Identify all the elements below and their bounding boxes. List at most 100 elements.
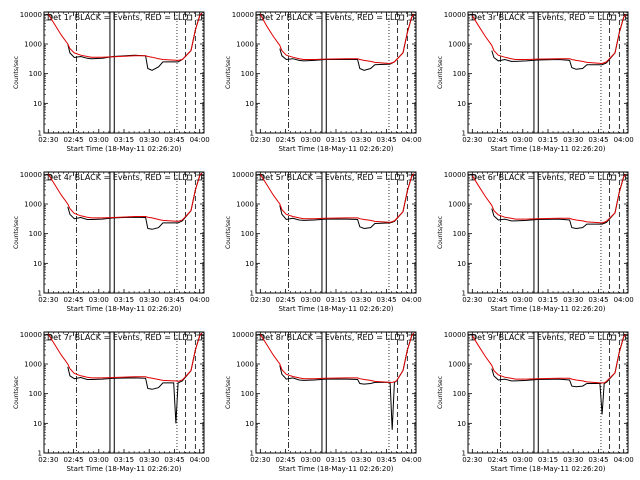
- x-tick-label: 02:45: [487, 456, 507, 464]
- panel-title: Det 8r BLACK = Events, RED = LLD: [259, 333, 401, 342]
- series-lld: [259, 173, 415, 223]
- y-tick-label: 100: [29, 230, 42, 238]
- panel-det-4: Det 4r BLACK = Events, RED = LLD 1 10 100 10…: [13, 171, 210, 313]
- x-tick-label: 02:45: [487, 136, 507, 144]
- y-tick-label: 1: [250, 450, 254, 458]
- x-tick-label: 03:00: [89, 456, 109, 464]
- plot-frame: [467, 171, 629, 294]
- y-axis-label: Counts/sec: [225, 376, 232, 409]
- x-tick-label: 03:00: [89, 296, 109, 304]
- x-tick-label: 03:15: [326, 456, 346, 464]
- x-tick-label: 03:15: [114, 456, 134, 464]
- series-events: [67, 332, 203, 424]
- y-axis-label: Counts/sec: [225, 216, 232, 249]
- y-tick-label: 1000: [24, 41, 42, 49]
- x-axis-label: Start Time (18-May-11 02:26:20): [278, 145, 393, 153]
- series-events: [491, 173, 627, 230]
- y-tick-label: 10000: [20, 171, 42, 179]
- x-tick-label: 02:45: [275, 296, 295, 304]
- y-tick-label: 10: [457, 260, 466, 268]
- y-tick-label: 10: [245, 260, 254, 268]
- y-tick-label: 1000: [24, 201, 42, 209]
- x-tick-label: 02:45: [63, 296, 83, 304]
- x-tick-label: 03:45: [376, 296, 396, 304]
- flag-marker: [398, 174, 405, 181]
- plot-frame: [43, 331, 205, 454]
- y-tick-label: 100: [453, 70, 466, 78]
- y-tick-label: 10: [245, 420, 254, 428]
- x-tick-label: 04:00: [614, 456, 634, 464]
- panel-det-5: Det 5r BLACK = Events, RED = LLD 1 10 100 10…: [225, 171, 422, 313]
- x-tick-label: 02:30: [38, 456, 58, 464]
- y-tick-label: 1000: [236, 361, 254, 369]
- x-tick-label: 02:30: [38, 136, 58, 144]
- y-tick-label: 10000: [232, 11, 254, 19]
- flag-marker: [470, 334, 476, 341]
- x-tick-label: 03:45: [164, 456, 184, 464]
- x-tick-label: 02:30: [250, 136, 270, 144]
- x-tick-label: 03:30: [139, 296, 159, 304]
- panel-det-1: Det 1r BLACK = Events, RED = LLD 1 10 100 10…: [13, 11, 210, 153]
- y-axis-label: Counts/sec: [13, 376, 20, 409]
- y-tick-label: 1000: [448, 201, 466, 209]
- plot-frame: [467, 11, 629, 134]
- x-tick-label: 03:30: [563, 136, 583, 144]
- x-axis-label: Start Time (18-May-11 02:26:20): [490, 145, 605, 153]
- flag-marker: [186, 174, 193, 181]
- x-tick-label: 03:45: [164, 296, 184, 304]
- x-tick-label: 03:30: [139, 136, 159, 144]
- x-tick-label: 03:15: [538, 296, 558, 304]
- x-tick-label: 02:45: [275, 456, 295, 464]
- x-tick-label: 04:00: [402, 456, 422, 464]
- y-tick-label: 10: [33, 100, 42, 108]
- panel-det-2: Det 2r BLACK = Events, RED = LLD 1 10 100 10…: [225, 11, 422, 153]
- x-tick-label: 02:45: [63, 136, 83, 144]
- panel-det-9: Det 9r BLACK = Events, RED = LLD 1 10 100 10…: [437, 331, 634, 473]
- y-tick-label: 100: [29, 70, 42, 78]
- x-tick-label: 03:15: [326, 296, 346, 304]
- series-events: [279, 332, 415, 430]
- x-tick-label: 03:00: [301, 456, 321, 464]
- series-lld: [47, 332, 203, 382]
- x-tick-label: 03:30: [563, 296, 583, 304]
- x-tick-label: 03:15: [326, 136, 346, 144]
- flag-marker: [398, 334, 405, 341]
- x-tick-label: 03:15: [114, 296, 134, 304]
- panel-det-3: Det 3r BLACK = Events, RED = LLD 1 10 100 10…: [437, 11, 634, 153]
- panel-det-6: Det 6r BLACK = Events, RED = LLD 1 10 100 10…: [437, 171, 634, 313]
- panel-det-7: Det 7r BLACK = Events, RED = LLD 1 10 100 10…: [13, 331, 210, 473]
- x-tick-label: 03:30: [351, 136, 371, 144]
- panel-title: Det 3r BLACK = Events, RED = LLD: [471, 13, 613, 22]
- x-axis-label: Start Time (18-May-11 02:26:20): [66, 465, 181, 473]
- x-tick-label: 03:00: [301, 296, 321, 304]
- y-tick-label: 1000: [236, 41, 254, 49]
- flag-marker: [470, 174, 476, 181]
- x-axis-label: Start Time (18-May-11 02:26:20): [278, 305, 393, 313]
- x-tick-label: 03:45: [588, 296, 608, 304]
- y-tick-label: 10: [457, 420, 466, 428]
- panel-title: Det 7r BLACK = Events, RED = LLD: [47, 333, 189, 342]
- y-tick-label: 10: [33, 260, 42, 268]
- x-tick-label: 03:45: [376, 136, 396, 144]
- y-tick-label: 1: [38, 450, 42, 458]
- y-tick-label: 10000: [232, 331, 254, 339]
- flag-marker: [408, 334, 414, 341]
- x-tick-label: 03:45: [588, 456, 608, 464]
- x-tick-label: 03:30: [563, 456, 583, 464]
- x-tick-label: 03:45: [164, 136, 184, 144]
- y-tick-label: 10: [457, 100, 466, 108]
- flag-marker: [398, 14, 405, 21]
- y-tick-label: 100: [453, 230, 466, 238]
- x-tick-label: 03:45: [376, 456, 396, 464]
- plot-frame: [255, 331, 417, 454]
- x-axis-label: Start Time (18-May-11 02:26:20): [278, 465, 393, 473]
- series-lld: [47, 172, 203, 222]
- x-tick-label: 02:30: [38, 296, 58, 304]
- x-tick-label: 04:00: [614, 296, 634, 304]
- series-lld: [259, 332, 415, 383]
- x-tick-label: 03:00: [513, 456, 533, 464]
- x-tick-label: 03:30: [351, 296, 371, 304]
- flag-marker: [610, 14, 617, 21]
- x-axis-label: Start Time (18-May-11 02:26:20): [490, 465, 605, 473]
